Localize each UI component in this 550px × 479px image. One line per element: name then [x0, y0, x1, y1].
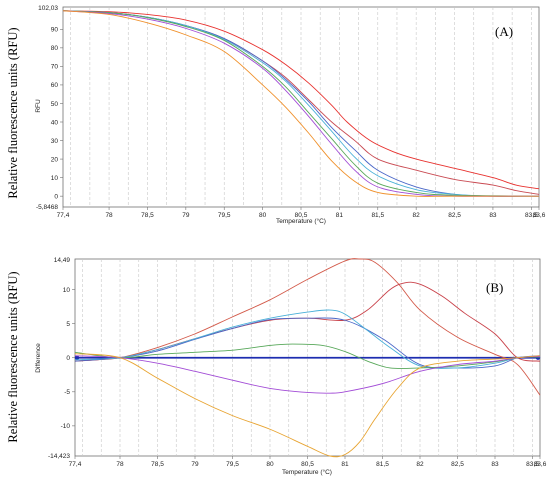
panel-b-y-max-label: 14,49	[54, 257, 71, 264]
panel-a-x-tick-label: 78	[105, 212, 113, 219]
panel-b-y-tick-label: 0	[66, 355, 70, 362]
panel-a-y-tick-label: 70	[51, 64, 59, 71]
panel-a-y-tick-label: 80	[51, 45, 59, 52]
panel-b-y-tick-label: 10	[63, 287, 71, 294]
panel-b-x-tick-label: 78,5	[151, 461, 164, 468]
panel-b-x-tick-label: 77,4	[69, 461, 82, 468]
panel-a-x-tick-label: 79,5	[218, 212, 231, 219]
panel-a-y-tick-label: 50	[51, 101, 59, 108]
panel-b-x-tick-label: 78	[116, 461, 124, 468]
panel-b-x-tick-label: 83	[491, 461, 499, 468]
panel-a-y-tick-label: 20	[51, 156, 59, 163]
panel-b-x-tick-label: 81,5	[376, 461, 389, 468]
panel-a-y-min-label: -5,8468	[36, 204, 58, 211]
panel-a-label: (A)	[495, 24, 513, 39]
panel-a-y-tick-label: 10	[51, 175, 59, 182]
panel-b-x-tick-label: 80,5	[301, 461, 314, 468]
panel-a-outer-y-label: Relative fluorescence units (RFU)	[6, 27, 20, 198]
panel-b-x-tick-label: 79,5	[226, 461, 239, 468]
panel-b-y-tick-label: 5	[66, 321, 70, 328]
panel-b-label: (B)	[486, 280, 503, 295]
panel-b-outer-y-label: Relative fluorescence units (RFU)	[6, 271, 20, 442]
panel-a-y-tick-label: 30	[51, 138, 59, 145]
panel-b-inner-y-label: Difference	[35, 343, 42, 373]
panel-b: Relative fluorescence units (RFU) Differ…	[6, 257, 547, 476]
panel-a-y-tick-label: 0	[54, 193, 58, 200]
panel-b-x-tick-label: 82	[416, 461, 424, 468]
panel-b-x-tick-label: 80	[266, 461, 274, 468]
panel-a-x-tick-label: 81,5	[371, 212, 384, 219]
panel-a-y-tick-label: 90	[51, 27, 59, 34]
panel-a-x-tick-label: 82,5	[448, 212, 461, 219]
panel-a-x-tick-label: 83,6	[533, 212, 546, 219]
panel-a-x-tick-label: 80	[259, 212, 267, 219]
panel-b-x-tick-label: 81	[341, 461, 349, 468]
panel-a-x-tick-label: 78,5	[141, 212, 154, 219]
panel-a-x-tick-label: 82	[413, 212, 421, 219]
panel-a-x-axis-label: Temperature (°C)	[276, 217, 326, 225]
panel-a-x-tick-label: 81	[336, 212, 344, 219]
panel-a-y-max-label: 102,03	[38, 5, 58, 12]
panel-b-y-tick-label: -10	[61, 423, 71, 430]
panel-a-y-tick-label: 40	[51, 119, 59, 126]
panel-b-x-tick-label: 82,5	[451, 461, 464, 468]
panel-b-x-axis-label: Temperature (°C)	[282, 468, 332, 476]
panel-a-inner-y-label: RFU	[35, 99, 42, 113]
panel-a-x-tick-label: 79	[182, 212, 190, 219]
panel-b-y-min-label: -14,423	[48, 453, 70, 460]
panel-a-x-tick-label: 77,4	[57, 212, 70, 219]
panel-b-y-tick-label: -5	[64, 389, 70, 396]
panel-a-x-tick-label: 83	[489, 212, 497, 219]
panel-b-x-tick-label: 79	[191, 461, 199, 468]
panel-a-y-tick-label: 60	[51, 82, 59, 89]
panel-a: Relative fluorescence units (RFU) RFU 77…	[6, 5, 546, 225]
panel-b-x-tick-label: 83,6	[534, 461, 547, 468]
